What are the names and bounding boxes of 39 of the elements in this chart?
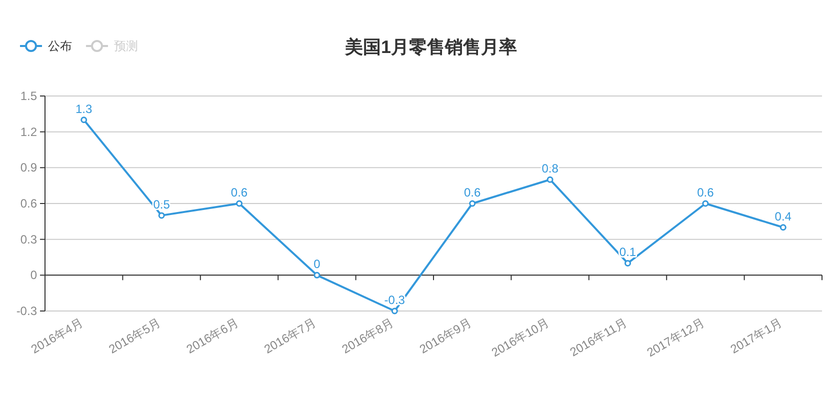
point: [702, 200, 709, 207]
x-tick-label: 2017年1月: [728, 315, 785, 356]
x-tick-label: 2016年10月: [489, 315, 552, 360]
data-label: 0.8: [542, 162, 559, 176]
x-tick-label: 2016年6月: [184, 315, 241, 356]
point: [624, 260, 631, 266]
x-tick-label: 2016年9月: [417, 315, 474, 356]
point: [469, 200, 476, 207]
data-label: 1.3: [76, 102, 93, 116]
data-label: 0.6: [697, 186, 714, 200]
point: [158, 212, 165, 219]
y-tick-label: 1.5: [20, 89, 38, 103]
data-label: 0.6: [464, 186, 482, 200]
y-tick-label: 1.2: [20, 124, 38, 139]
point: [391, 308, 398, 314]
point: [314, 272, 320, 278]
data-label: 0.5: [153, 197, 170, 212]
point: [80, 116, 88, 124]
y-tick-label: 0.3: [20, 232, 38, 246]
data-label: 0: [314, 257, 321, 272]
x-tick-label: 2016年5月: [106, 315, 164, 356]
point: [780, 224, 786, 231]
公布: 公布: [20, 39, 72, 53]
x-tick-label: 2016年7月: [262, 315, 318, 356]
x-tick-label: 2016年11月: [568, 315, 630, 360]
chart-title: 美国1月零售销售月率: [344, 37, 518, 57]
data-label: 0.1: [619, 245, 636, 260]
x-tick-label: 2017年12月: [644, 315, 707, 360]
point: [546, 176, 554, 183]
data-label: 0.4: [774, 209, 792, 224]
x-tick-label: 2016年8月: [339, 315, 396, 356]
y-tick-label: 0: [30, 268, 38, 282]
y-tick-label: 0.9: [20, 160, 38, 175]
y-tick-label: 0.6: [20, 196, 38, 210]
point: [236, 200, 242, 207]
legend-label: 公布: [48, 39, 72, 53]
data-label: 0.6: [230, 186, 248, 200]
x-tick-label: 2016年4月: [28, 315, 86, 356]
y-tick-label: -0.3: [16, 304, 38, 318]
